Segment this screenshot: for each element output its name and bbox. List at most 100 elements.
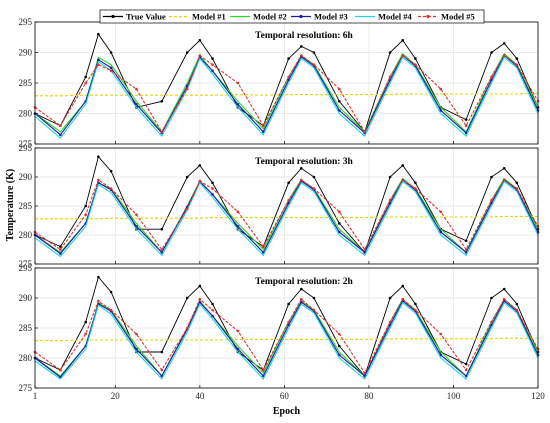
data-point-model-5: [97, 63, 100, 66]
data-point-model-5: [97, 178, 100, 182]
data-point-model-5: [287, 198, 290, 202]
data-point-model-5: [84, 213, 88, 216]
data-point-true-value: [84, 204, 88, 208]
data-point-true-value: [388, 51, 392, 54]
data-point-true-value: [160, 227, 164, 231]
y-tick-label: 290: [19, 293, 33, 303]
legend-label: Model #3: [314, 12, 348, 22]
data-point-model-5: [211, 187, 214, 190]
data-point-model-3: [97, 58, 100, 62]
y-tick-label: 290: [19, 172, 33, 182]
data-point-model-5: [59, 124, 62, 127]
data-point-model-5: [236, 81, 240, 85]
data-point-model-3: [338, 353, 341, 357]
y-tick-label: 285: [19, 201, 33, 211]
data-point-model-5: [109, 69, 113, 73]
data-point-model-5: [261, 245, 265, 248]
data-point-model-5: [515, 308, 519, 312]
data-point-model-3: [135, 103, 138, 106]
series-line-model-1: [35, 215, 538, 220]
data-point-true-value: [312, 296, 316, 300]
data-point-model-5: [312, 308, 316, 312]
data-point-model-5: [211, 63, 214, 66]
data-point-model-5: [439, 210, 443, 214]
data-point-model-3: [338, 230, 341, 234]
series-line-true-value: [34, 155, 539, 254]
y-tick-label: 295: [19, 263, 33, 273]
series-line-true-value: [34, 276, 539, 377]
data-point-model-5: [59, 248, 62, 251]
data-point-model-5: [464, 124, 468, 127]
y-tick-label: 275: [19, 383, 33, 393]
data-point-model-5: [185, 207, 189, 211]
data-point-model-5: [414, 308, 417, 312]
y-tick-label: 275: [19, 259, 33, 269]
y-axis-label: Temperature (K): [5, 169, 16, 242]
legend-label: Model #1: [192, 12, 226, 22]
data-point-model-3: [211, 193, 214, 196]
series-line-model-5: [34, 54, 539, 133]
data-point-model-5: [464, 368, 468, 372]
data-point-true-value: [414, 57, 417, 60]
data-point-model-5: [185, 87, 189, 91]
data-point-model-5: [160, 130, 164, 134]
data-point-model-5: [109, 187, 113, 190]
data-point-true-value: [97, 275, 100, 279]
data-point-true-value: [338, 222, 341, 225]
data-point-model-5: [160, 248, 164, 251]
data-point-true-value: [490, 51, 493, 54]
panel-title: Temporal resolution: 6h: [255, 31, 353, 41]
legend-label: Model #5: [441, 12, 475, 22]
data-point-model-5: [312, 63, 316, 66]
data-point-model-5: [135, 213, 138, 216]
data-point-model-5: [135, 332, 138, 336]
data-point-model-5: [464, 248, 468, 251]
series-line-model-1: [35, 337, 538, 342]
data-point-true-value: [287, 181, 290, 185]
data-point-true-value: [211, 57, 214, 60]
data-point-true-value: [490, 175, 493, 179]
data-point-model-5: [261, 368, 265, 372]
data-point-true-value: [299, 45, 303, 48]
data-point-model-5: [401, 54, 405, 57]
panel-2: 275 280 285 290 295 Temporal resolution: 3h: [19, 143, 540, 269]
x-tick-label: 20: [111, 391, 121, 401]
series-line-model-1: [35, 92, 539, 97]
data-point-true-value: [312, 51, 316, 54]
data-point-model-3: [236, 103, 240, 106]
data-point-model-5: [515, 63, 519, 66]
data-point-model-3: [439, 230, 443, 234]
data-point-true-value: [338, 344, 341, 348]
data-point-true-value: [502, 42, 506, 45]
data-point-true-value: [388, 296, 392, 300]
data-point-true-value: [490, 296, 493, 300]
data-point-model-5: [414, 187, 417, 190]
data-point-true-value: [299, 167, 303, 170]
data-point-model-5: [338, 87, 341, 91]
x-axis-label: Epoch: [273, 406, 301, 417]
data-point-true-value: [515, 302, 519, 306]
x-tick-label: 120: [531, 391, 545, 401]
data-point-true-value: [515, 181, 519, 185]
data-point-model-3: [59, 133, 62, 137]
data-point-model-5: [388, 75, 392, 79]
data-point-model-5: [198, 54, 202, 57]
data-point-model-5: [135, 87, 138, 91]
data-point-true-value: [109, 290, 113, 294]
data-point-model-5: [299, 178, 303, 182]
y-tick-label: 280: [19, 353, 33, 363]
data-point-true-value: [287, 302, 290, 306]
data-point-true-value: [502, 167, 506, 170]
data-point-true-value: [401, 164, 405, 167]
data-point-true-value: [401, 284, 405, 288]
data-point-true-value: [414, 181, 417, 185]
x-tick-label: 80: [364, 391, 374, 401]
series-line-model-3: [34, 179, 539, 255]
data-point-true-value: [185, 296, 189, 300]
data-point-model-5: [59, 368, 62, 372]
data-point-model-5: [502, 297, 506, 301]
data-point-model-5: [287, 320, 290, 324]
data-point-model-5: [211, 308, 214, 312]
y-tick-label: 290: [19, 48, 33, 58]
series-line-model-5: [34, 179, 539, 251]
